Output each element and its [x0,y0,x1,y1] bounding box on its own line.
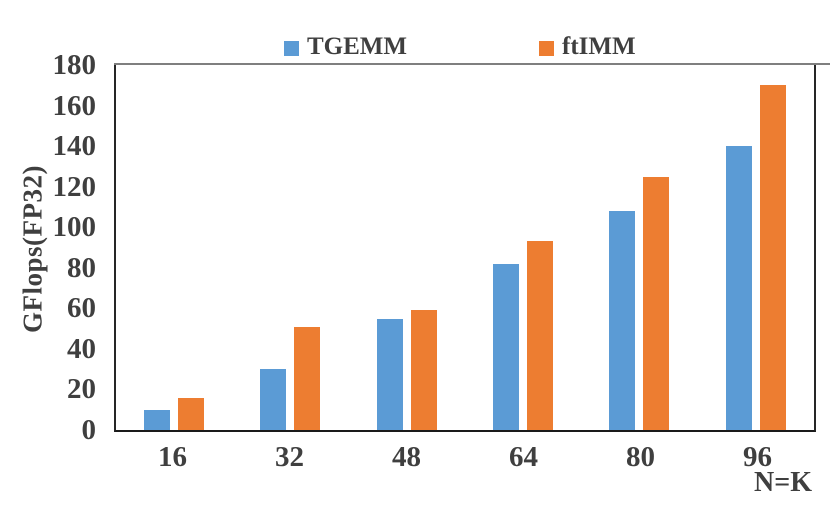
y-tick-label-100: 100 [52,211,97,244]
legend-item-tgemm: TGEMM [284,33,407,61]
plot-top-border [114,63,830,65]
y-tick-label-40: 40 [67,332,96,365]
x-tick-label-16: 16 [158,441,187,473]
y-tick-label-80: 80 [67,251,96,284]
bar-ftimm-48 [410,310,437,430]
x-axis-title: N=K [754,467,812,498]
y-tick-label-60: 60 [67,292,96,325]
bar-ftimm-96 [759,85,786,430]
x-tick-label-80: 80 [626,441,655,473]
tgemm-legend-swatch-icon [284,40,299,56]
y-tick-label-140: 140 [52,130,97,163]
x-tick-label-64: 64 [509,441,538,473]
legend-label-ftimm: ftIMM [562,33,636,60]
bar-tgemm-16 [144,409,171,430]
x-tick-label-32: 32 [275,441,304,473]
bar-group-64 [465,65,581,430]
x-tick-label-48: 48 [392,441,421,473]
bar-tgemm-80 [609,211,636,430]
bar-tgemm-64 [493,263,520,430]
bar-group-48 [349,65,465,430]
plot-area [114,65,816,432]
bar-tgemm-32 [260,369,287,430]
bar-group-16 [116,65,232,430]
bar-group-96 [698,65,814,430]
legend-item-ftimm: ftIMM [539,33,636,61]
bar-tgemm-48 [376,318,403,430]
ftimm-legend-swatch-icon [539,40,554,56]
bar-tgemm-96 [725,146,752,430]
y-tick-label-180: 180 [52,49,97,81]
bar-ftimm-80 [643,176,670,430]
y-tick-label-120: 120 [52,170,97,203]
bar-ftimm-64 [527,241,554,430]
y-tick-label-20: 20 [67,373,96,406]
x-tick-label-96: 96 [743,441,772,473]
bar-group-32 [232,65,348,430]
y-tick-label-160: 160 [52,89,97,122]
y-tick-label-0: 0 [81,414,97,446]
bar-group-80 [581,65,697,430]
bar-ftimm-32 [294,326,321,430]
legend-label-tgemm: TGEMM [307,33,407,60]
bar-ftimm-16 [178,397,205,430]
